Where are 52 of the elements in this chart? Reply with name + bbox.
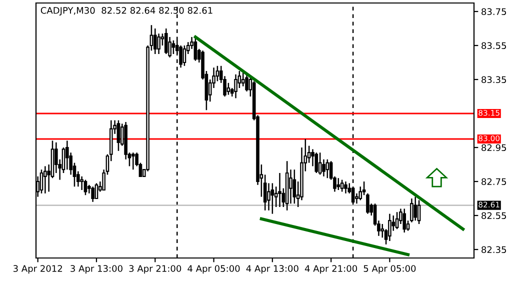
y-tick-label: 82.55 — [482, 212, 506, 220]
x-tick-label: 4 Apr 21:00 — [304, 265, 358, 274]
candlestick — [131, 152, 135, 170]
x-tick-label: 4 Apr 05:00 — [188, 265, 240, 274]
y-tick-label: 82.75 — [482, 178, 506, 186]
candlestick — [226, 82, 230, 96]
candlestick — [94, 182, 98, 200]
y-tick-label: 83.35 — [482, 76, 506, 84]
x-tick-label: 3 Apr 2012 — [13, 265, 62, 274]
candlestick — [388, 213, 392, 242]
candlestick — [344, 180, 348, 194]
y-tick-label: 83.75 — [482, 8, 506, 16]
candlestick — [395, 211, 399, 230]
candlestick — [172, 40, 176, 55]
candlestick — [267, 182, 270, 212]
candlestick — [44, 166, 47, 194]
candlestick — [241, 72, 245, 87]
candlestick — [417, 200, 421, 225]
candlestick — [91, 186, 94, 203]
candlestick — [340, 179, 344, 192]
candlestick — [336, 177, 340, 191]
candlestick — [322, 158, 326, 178]
candlestick — [245, 74, 248, 92]
candlestick — [326, 158, 330, 179]
candlestick — [289, 168, 292, 204]
candlestick — [414, 196, 418, 222]
candlestick — [40, 168, 44, 194]
y-tick-label: 83.55 — [482, 42, 506, 50]
x-tick-label: 3 Apr 13:00 — [70, 265, 122, 274]
candlestick — [153, 28, 157, 55]
y-tick-label: 82.35 — [482, 246, 506, 254]
candlestick — [164, 28, 168, 55]
candlestick — [182, 44, 186, 67]
candlestick — [116, 120, 120, 152]
y-tick-label: 82.95 — [482, 144, 506, 152]
candlestick — [358, 186, 362, 201]
x-tick-label: 3 Apr 21:00 — [129, 265, 182, 274]
chart-title: CADJPY,M30 82.52 82.64 82.50 82.61 — [40, 6, 212, 16]
candlestick — [314, 152, 318, 174]
candlestick — [270, 182, 274, 214]
candlestick — [402, 208, 406, 234]
x-tick-label: 4 Apr 13:00 — [246, 265, 298, 274]
candlestick — [84, 179, 88, 196]
candlestick — [157, 32, 160, 55]
candlestick — [194, 36, 198, 62]
x-tick-label: 5 Apr 05:00 — [364, 265, 416, 274]
candlestick — [292, 168, 296, 204]
candlestick — [80, 176, 84, 191]
candlestick — [278, 172, 282, 208]
candlestick — [318, 152, 322, 176]
candlestick — [66, 140, 69, 170]
candlestick — [234, 74, 238, 99]
